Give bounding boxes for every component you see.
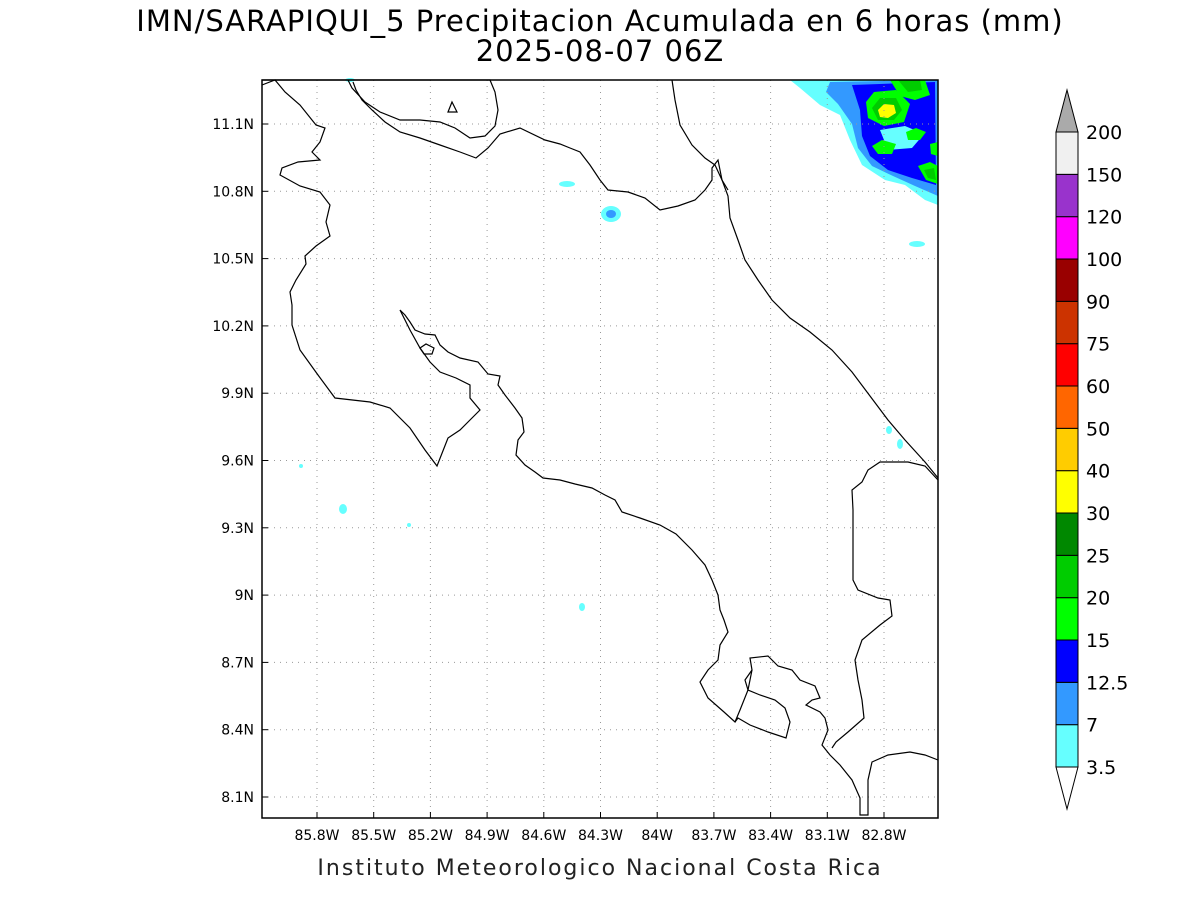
axis-labels: 85.8W 85.5W 85.2W 84.9W 84.6W 84.3W 84W 83.7W 83… [212, 117, 906, 844]
lon-tick-label: 84.3W [578, 828, 623, 844]
lon-tick-label: 83.1W [805, 828, 850, 844]
legend-swatch [1055, 300, 1079, 345]
precip-cell [606, 210, 616, 218]
coastline-peninsula-inner [734, 669, 791, 739]
legend-bottom-triangle [1055, 766, 1079, 811]
lat-tick-label: 8.7N [221, 655, 254, 671]
legend-swatch [1055, 343, 1079, 387]
lon-tick-label: 85.5W [351, 828, 396, 844]
map-frame [261, 79, 939, 819]
legend-level-label: 90 [1086, 291, 1110, 313]
legend-swatch [1055, 554, 1079, 599]
legend-swatch [1055, 597, 1079, 641]
legend-level-label: 15 [1086, 630, 1110, 652]
lat-tick-label: 9.6N [221, 454, 254, 470]
coastline-layer [261, 79, 939, 816]
legend-swatch [1055, 173, 1079, 218]
legend-level-label: 120 [1086, 207, 1122, 229]
legend-level-label: 50 [1086, 418, 1110, 440]
precipitation-fill-layer [299, 78, 938, 611]
legend-level-label: 40 [1086, 461, 1110, 483]
lat-tick-label: 10.8N [212, 184, 254, 200]
precip-area-15e [906, 128, 926, 140]
lat-tick-label: 10.2N [212, 319, 254, 335]
legend-swatch [1055, 724, 1079, 768]
legend-level-label: 150 [1086, 164, 1122, 186]
precip-cell [897, 439, 903, 449]
legend-swatch [1055, 639, 1079, 683]
legend-level-label: 100 [1086, 249, 1122, 271]
lat-tick-label: 9N [235, 588, 254, 604]
coastline-pacific [261, 79, 939, 816]
coastline-caribbean [831, 461, 939, 749]
footer-credit: Instituto Meteorologico Nacional Costa R… [317, 856, 883, 881]
lon-tick-label: 83.7W [691, 828, 736, 844]
legend-swatch [1055, 131, 1079, 175]
lake-nicaragua-shore [671, 79, 729, 191]
legend-level-label: 75 [1086, 334, 1110, 356]
coastline-caribbean-north [352, 81, 939, 479]
precip-cell [339, 504, 347, 514]
precip-cell [579, 603, 585, 611]
legend-swatch [1055, 385, 1079, 429]
gridlines [262, 80, 938, 818]
legend-level-label: 20 [1086, 588, 1110, 610]
lat-tick-label: 8.4N [221, 723, 254, 739]
lon-tick-label: 84W [641, 828, 673, 844]
lon-tick-label: 82.8W [861, 828, 906, 844]
legend-level-label: 12.5 [1086, 672, 1128, 694]
color-legend: 3.5 7 12.5 15 20 25 30 40 50 60 75 90 100 120 150 200 [1055, 88, 1128, 811]
lat-tick-label: 11.1N [212, 117, 254, 133]
gulf-island [419, 343, 435, 355]
lat-tick-label: 10.5N [212, 252, 254, 268]
legend-swatch [1055, 427, 1079, 472]
legend-level-label: 200 [1086, 122, 1122, 144]
lon-tick-label: 84.9W [465, 828, 510, 844]
lon-tick-label: 85.2W [408, 828, 453, 844]
precip-cell [407, 523, 411, 527]
legend-swatch [1055, 512, 1079, 556]
precip-cell [909, 241, 925, 247]
small-lake [447, 100, 458, 113]
lat-tick-label: 8.1N [221, 790, 254, 806]
precip-area-30 [878, 104, 896, 118]
precip-cell [559, 181, 575, 187]
legend-swatch [1055, 681, 1079, 726]
lake-nicaragua-border [262, 79, 499, 139]
legend-swatch [1055, 258, 1079, 302]
map-subtitle-datetime: 2025-08-07 06Z [475, 34, 725, 68]
legend-swatch [1055, 216, 1079, 260]
legend-top-triangle [1055, 88, 1079, 133]
legend-level-label: 60 [1086, 376, 1110, 398]
lat-tick-label: 9.3N [221, 521, 254, 537]
lon-tick-label: 85.8W [294, 828, 339, 844]
legend-level-label: 7 [1086, 715, 1098, 737]
lat-tick-label: 9.9N [221, 386, 254, 402]
precip-cell [886, 426, 892, 434]
legend-level-label: 25 [1086, 545, 1110, 567]
lon-tick-label: 83.4W [748, 828, 793, 844]
lon-tick-label: 84.6W [521, 828, 566, 844]
precip-cell [299, 464, 303, 468]
precip-area-15f [930, 142, 938, 156]
legend-level-label: 30 [1086, 503, 1110, 525]
map-title: IMN/SARAPIQUI_5 Precipitacion Acumulada … [136, 4, 1064, 38]
legend-level-label: 3.5 [1086, 757, 1116, 779]
precip-area-20d [924, 168, 936, 180]
legend-swatch [1055, 470, 1079, 514]
precip-area-20b [898, 80, 922, 92]
